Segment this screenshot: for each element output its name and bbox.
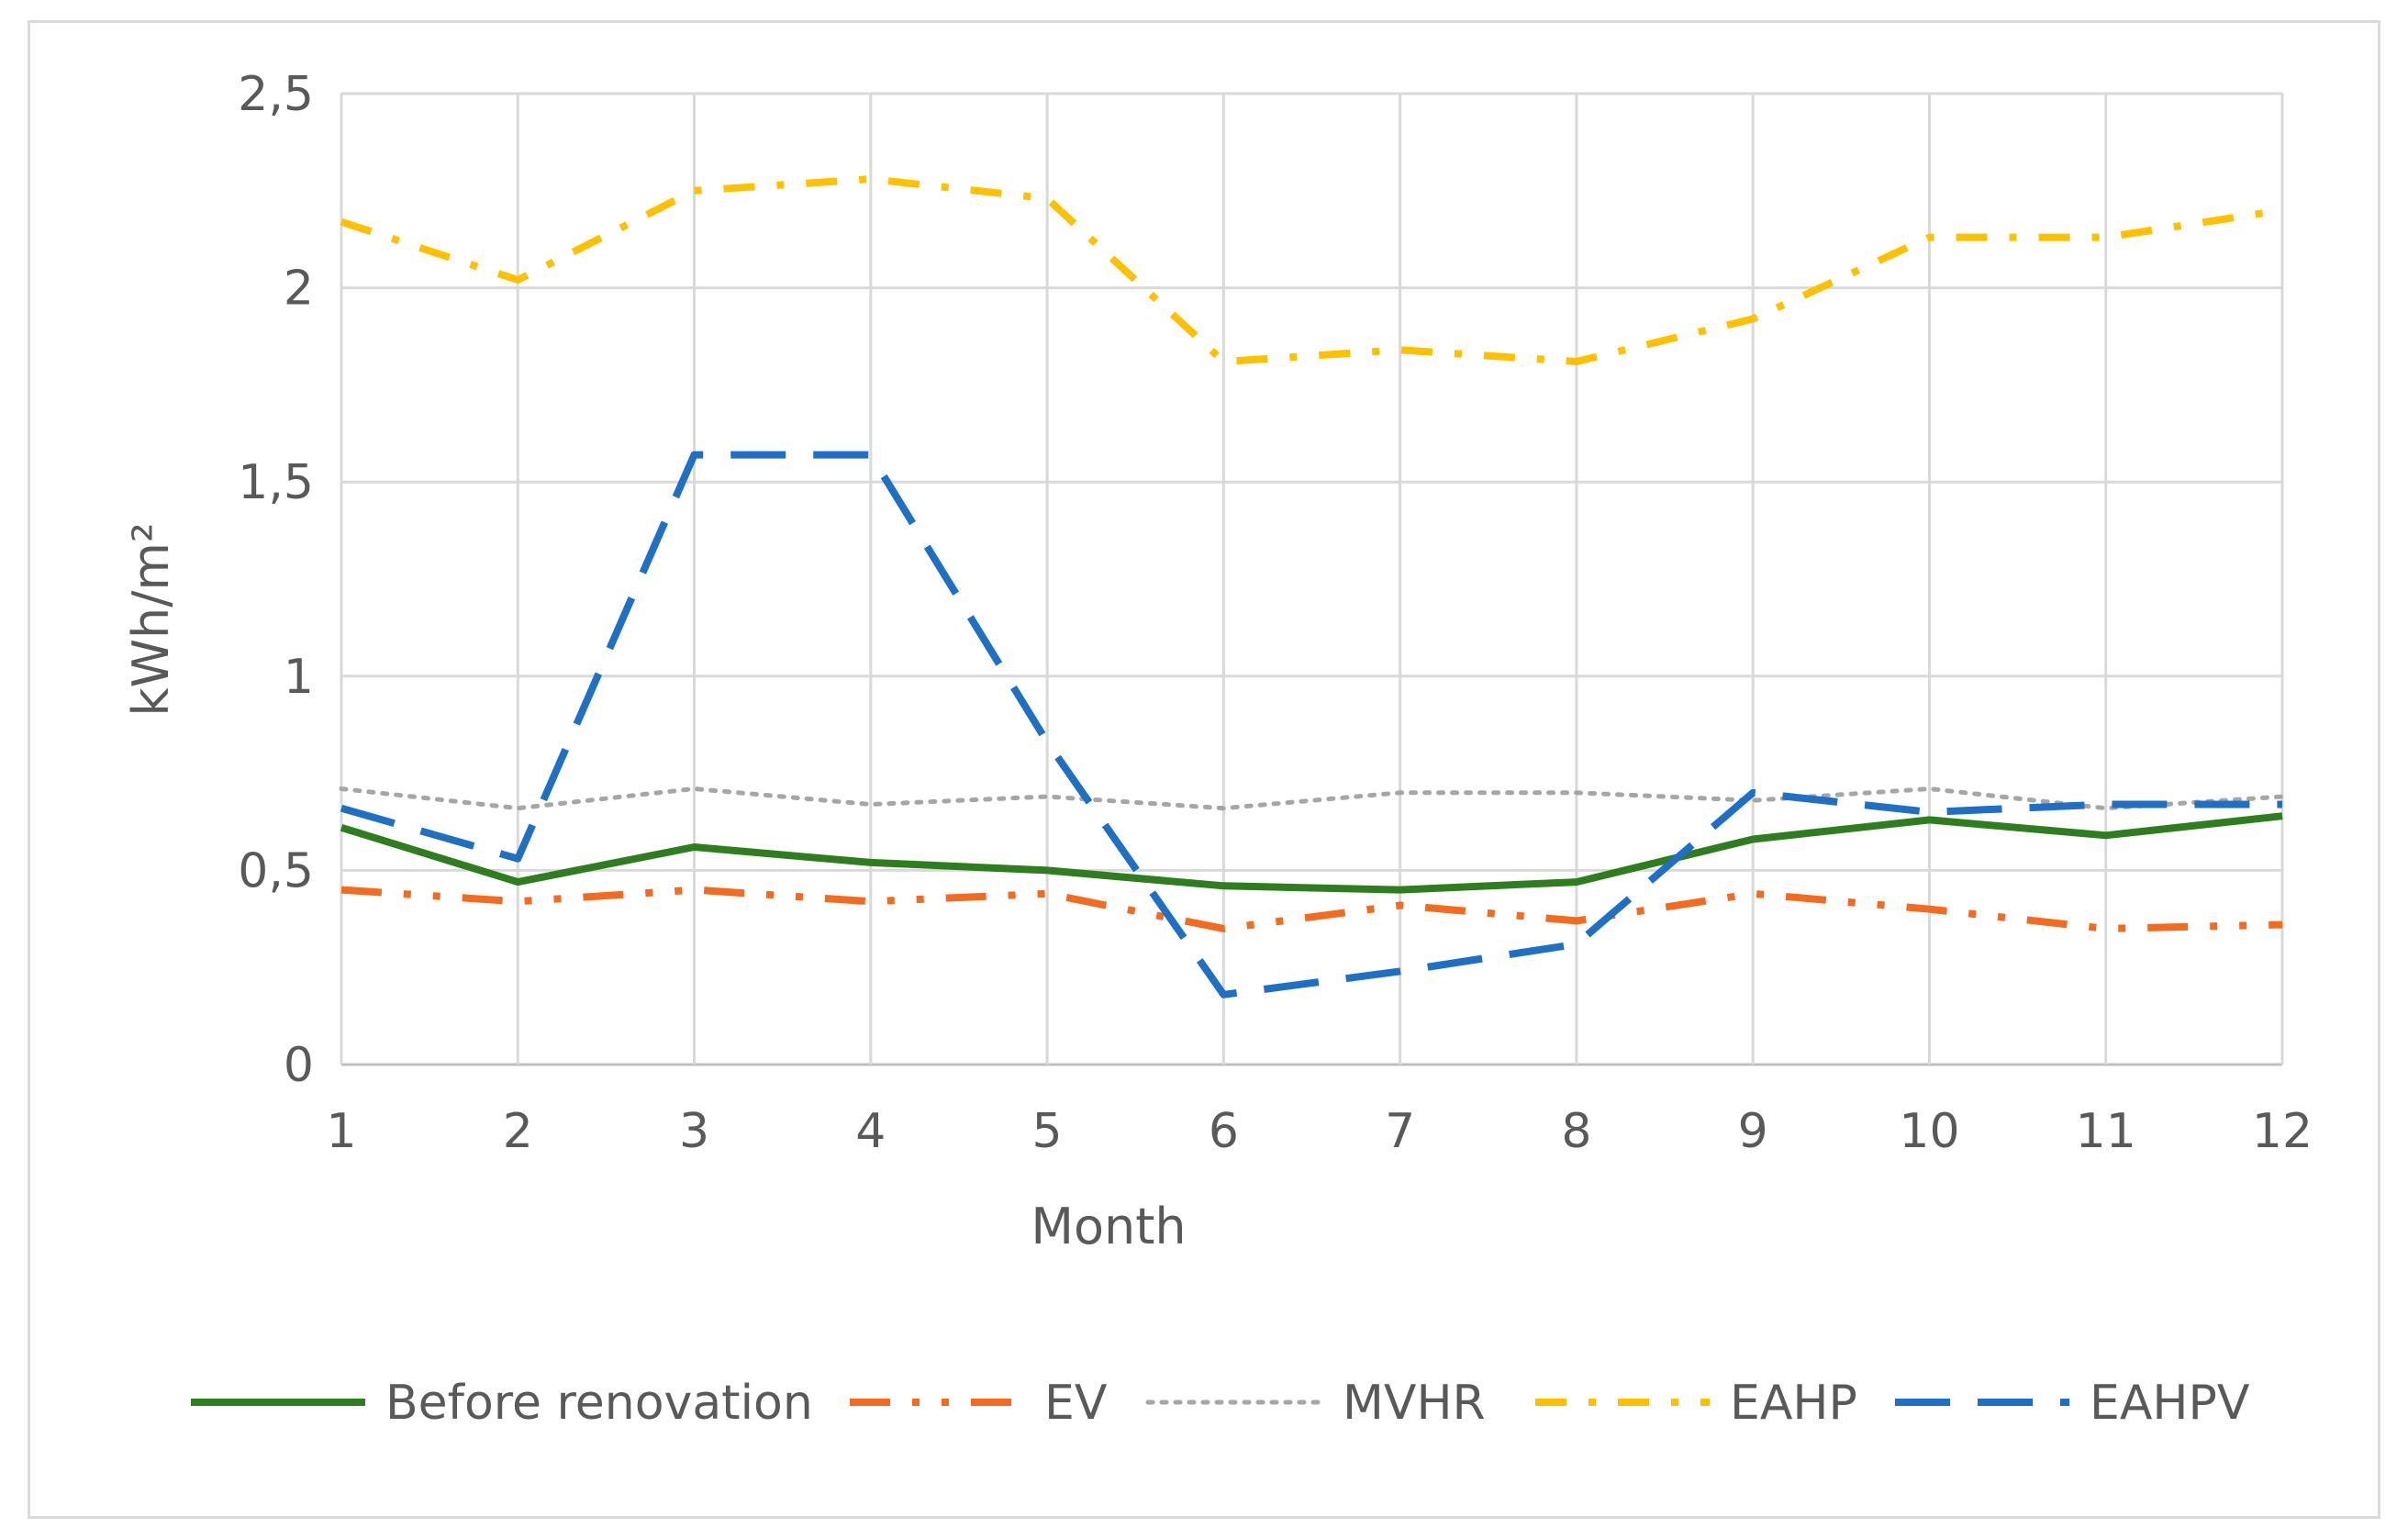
- line-chart: 00,511,522,5 1 2 3 4 5 6 7 8 9 10 11 12 kWh/m² Mont…: [122, 67, 2313, 1431]
- legend: Before renovation EV MVHR EAHP EAHPV: [191, 1376, 2250, 1431]
- x-tick-label: 9: [1738, 1104, 1768, 1159]
- gridlines: [340, 92, 2284, 1066]
- x-tick-label: 1: [326, 1104, 356, 1159]
- x-tick-label: 7: [1385, 1104, 1415, 1159]
- y-tick-label: 2: [284, 262, 314, 317]
- y-axis-ticks: 0 0,5 1 1,5 2 2,5: [238, 67, 314, 1093]
- legend-label: EV: [1044, 1376, 1108, 1431]
- series-line-eahp: [340, 175, 2283, 365]
- legend-label: Before renovation: [385, 1376, 813, 1431]
- legend-label: MVHR: [1343, 1376, 1486, 1431]
- x-tick-label: 3: [679, 1104, 709, 1159]
- series-line-mvhr: [339, 786, 2285, 811]
- x-tick-label: 6: [1209, 1104, 1239, 1159]
- x-axis-ticks: 1 2 3 4 5 6 7 8 9 10 11 12: [326, 1104, 2313, 1159]
- y-axis-title: kWh/m²: [122, 522, 180, 716]
- x-tick-label: 4: [855, 1104, 886, 1159]
- x-tick-label: 5: [1032, 1104, 1063, 1159]
- series-lines: [339, 175, 2285, 998]
- y-tick-label: 0,5: [238, 843, 314, 898]
- y-tick-label: 0: [284, 1038, 314, 1093]
- x-tick-label: 11: [2076, 1104, 2136, 1159]
- x-tick-label: 2: [503, 1104, 533, 1159]
- legend-label: EAHP: [1730, 1376, 1857, 1431]
- x-axis-title: Month: [1031, 1198, 1186, 1255]
- series-line-before-renovation: [340, 812, 2283, 894]
- y-tick-label: 1,5: [238, 455, 314, 510]
- y-tick-label: 1: [284, 650, 314, 705]
- x-tick-label: 12: [2252, 1104, 2313, 1159]
- chart-frame: 0 0,5 1 1,5 2 2,5 1 2 3 4 5 6 7 8 9 10 11 12 kWh/m² Mont…: [28, 20, 2380, 1519]
- series-line-eahpv: [340, 451, 2282, 998]
- y-tick-label: 2,5: [238, 67, 314, 122]
- legend-label: EAHPV: [2090, 1376, 2250, 1431]
- x-tick-label: 8: [1561, 1104, 1591, 1159]
- x-tick-label: 10: [1899, 1104, 1959, 1159]
- series-line-ev: [340, 886, 2283, 932]
